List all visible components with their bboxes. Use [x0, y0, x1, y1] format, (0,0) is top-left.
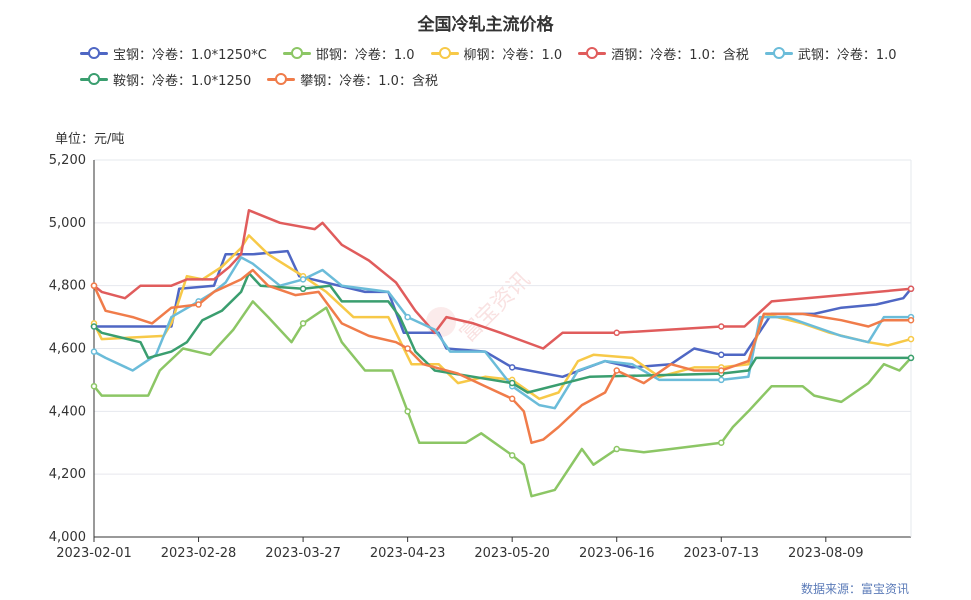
legend-label-pangang: 攀钢：冷卷：1.0：含税: [300, 73, 438, 89]
series-point-1: [613, 445, 620, 453]
y-tick-label: 4,600: [49, 342, 86, 357]
series-point-5: [90, 323, 98, 330]
series-point-6: [718, 367, 725, 374]
series-point-4: [404, 313, 411, 321]
legend-label-jiugang: 酒钢：冷卷：1.0：含税: [611, 47, 749, 63]
chart-title: 全国冷轧主流价格: [417, 15, 554, 35]
y-axis-unit-label: 单位：元/吨: [55, 132, 125, 147]
series-line-3: [92, 209, 913, 350]
x-tick-label: 2023-06-16: [579, 546, 655, 561]
x-tick-label: 2023-05-20: [474, 546, 550, 561]
x-tick-label: 2023-03-27: [265, 546, 341, 561]
series-line-1: [92, 300, 913, 498]
legend-item-baogang[interactable]: 宝钢：冷卷：1.0*1250*C: [80, 44, 267, 63]
x-tick-label: 2023-08-09: [788, 546, 864, 561]
legend-item-hangang[interactable]: 邯钢：冷卷：1.0: [282, 44, 415, 63]
legend-marker-angang: [80, 72, 108, 86]
legend-marker-jiugang: [578, 46, 607, 60]
series-point-5: [907, 354, 915, 362]
series-point-6: [90, 282, 98, 289]
legend-item-angang[interactable]: 鞍钢：冷卷：1.0*1250: [80, 70, 251, 89]
series-line-6: [92, 268, 913, 445]
y-tick-label: 5,200: [49, 153, 86, 168]
legend-label-hangang: 邯钢：冷卷：1.0: [315, 47, 415, 63]
series-point-1: [299, 320, 307, 327]
y-tick-label: 4,000: [49, 530, 86, 545]
legend-row-2: 鞍钢：冷卷：1.0*1250 攀钢：冷卷：1.0：含税: [80, 66, 940, 92]
series-point-6: [907, 316, 915, 324]
series-point-3: [907, 285, 915, 293]
legend-label-baogang: 宝钢：冷卷：1.0*1250*C: [113, 47, 267, 63]
legend-item-liugang[interactable]: 柳钢：冷卷：1.0: [430, 44, 563, 63]
y-tick-label: 5,000: [49, 216, 86, 231]
series-point-4: [299, 276, 307, 283]
legend-item-wugang[interactable]: 武钢：冷卷：1.0: [764, 44, 897, 63]
legend-label-liugang: 柳钢：冷卷：1.0: [463, 47, 563, 63]
series-point-6: [195, 301, 202, 308]
x-tick-label: 2023-02-01: [56, 546, 132, 561]
series-point-1: [718, 439, 725, 446]
series-point-4: [718, 376, 725, 384]
y-tick-label: 4,200: [49, 467, 86, 482]
series-point-5: [299, 285, 307, 293]
series-point-6: [508, 395, 516, 403]
legend-marker-liugang: [430, 46, 459, 60]
x-tick-label: 2023-04-23: [370, 546, 446, 561]
series-point-3: [718, 323, 725, 330]
legend-marker-pangang: [267, 72, 296, 86]
data-source-label: 数据来源：富宝资讯: [800, 582, 909, 596]
series-point-0: [508, 364, 516, 371]
legend-item-jiugang[interactable]: 酒钢：冷卷：1.0：含税: [578, 44, 749, 63]
series-point-4: [90, 348, 98, 355]
series-point-1: [508, 452, 516, 459]
series-point-1: [90, 382, 98, 390]
x-tick-label: 2023-02-28: [161, 546, 237, 561]
y-tick-label: 4,800: [49, 279, 86, 294]
legend-item-pangang[interactable]: 攀钢：冷卷：1.0：含税: [267, 70, 438, 89]
legend-label-wugang: 武钢：冷卷：1.0: [797, 47, 897, 63]
x-tick-label: 2023-07-13: [683, 546, 759, 561]
series-point-1: [404, 408, 411, 415]
series-point-0: [718, 351, 725, 359]
chart-legend: 宝钢：冷卷：1.0*1250*C 邯钢：冷卷：1.0 柳钢：冷卷：1.0 酒钢：…: [80, 40, 940, 92]
legend-label-angang: 鞍钢：冷卷：1.0*1250: [113, 73, 252, 89]
series-point-6: [613, 367, 620, 374]
series-point-3: [613, 329, 620, 337]
watermark-text: 富宝资讯: [455, 267, 535, 347]
series-point-5: [508, 379, 516, 387]
series-point-2: [907, 335, 915, 343]
legend-marker-hangang: [282, 46, 311, 60]
series-point-6: [404, 345, 411, 352]
legend-row-1: 宝钢：冷卷：1.0*1250*C 邯钢：冷卷：1.0 柳钢：冷卷：1.0 酒钢：…: [80, 40, 940, 66]
series-line-5: [92, 271, 913, 394]
legend-marker-wugang: [764, 46, 793, 60]
legend-marker-baogang: [80, 46, 108, 60]
y-tick-label: 4,400: [49, 404, 86, 419]
